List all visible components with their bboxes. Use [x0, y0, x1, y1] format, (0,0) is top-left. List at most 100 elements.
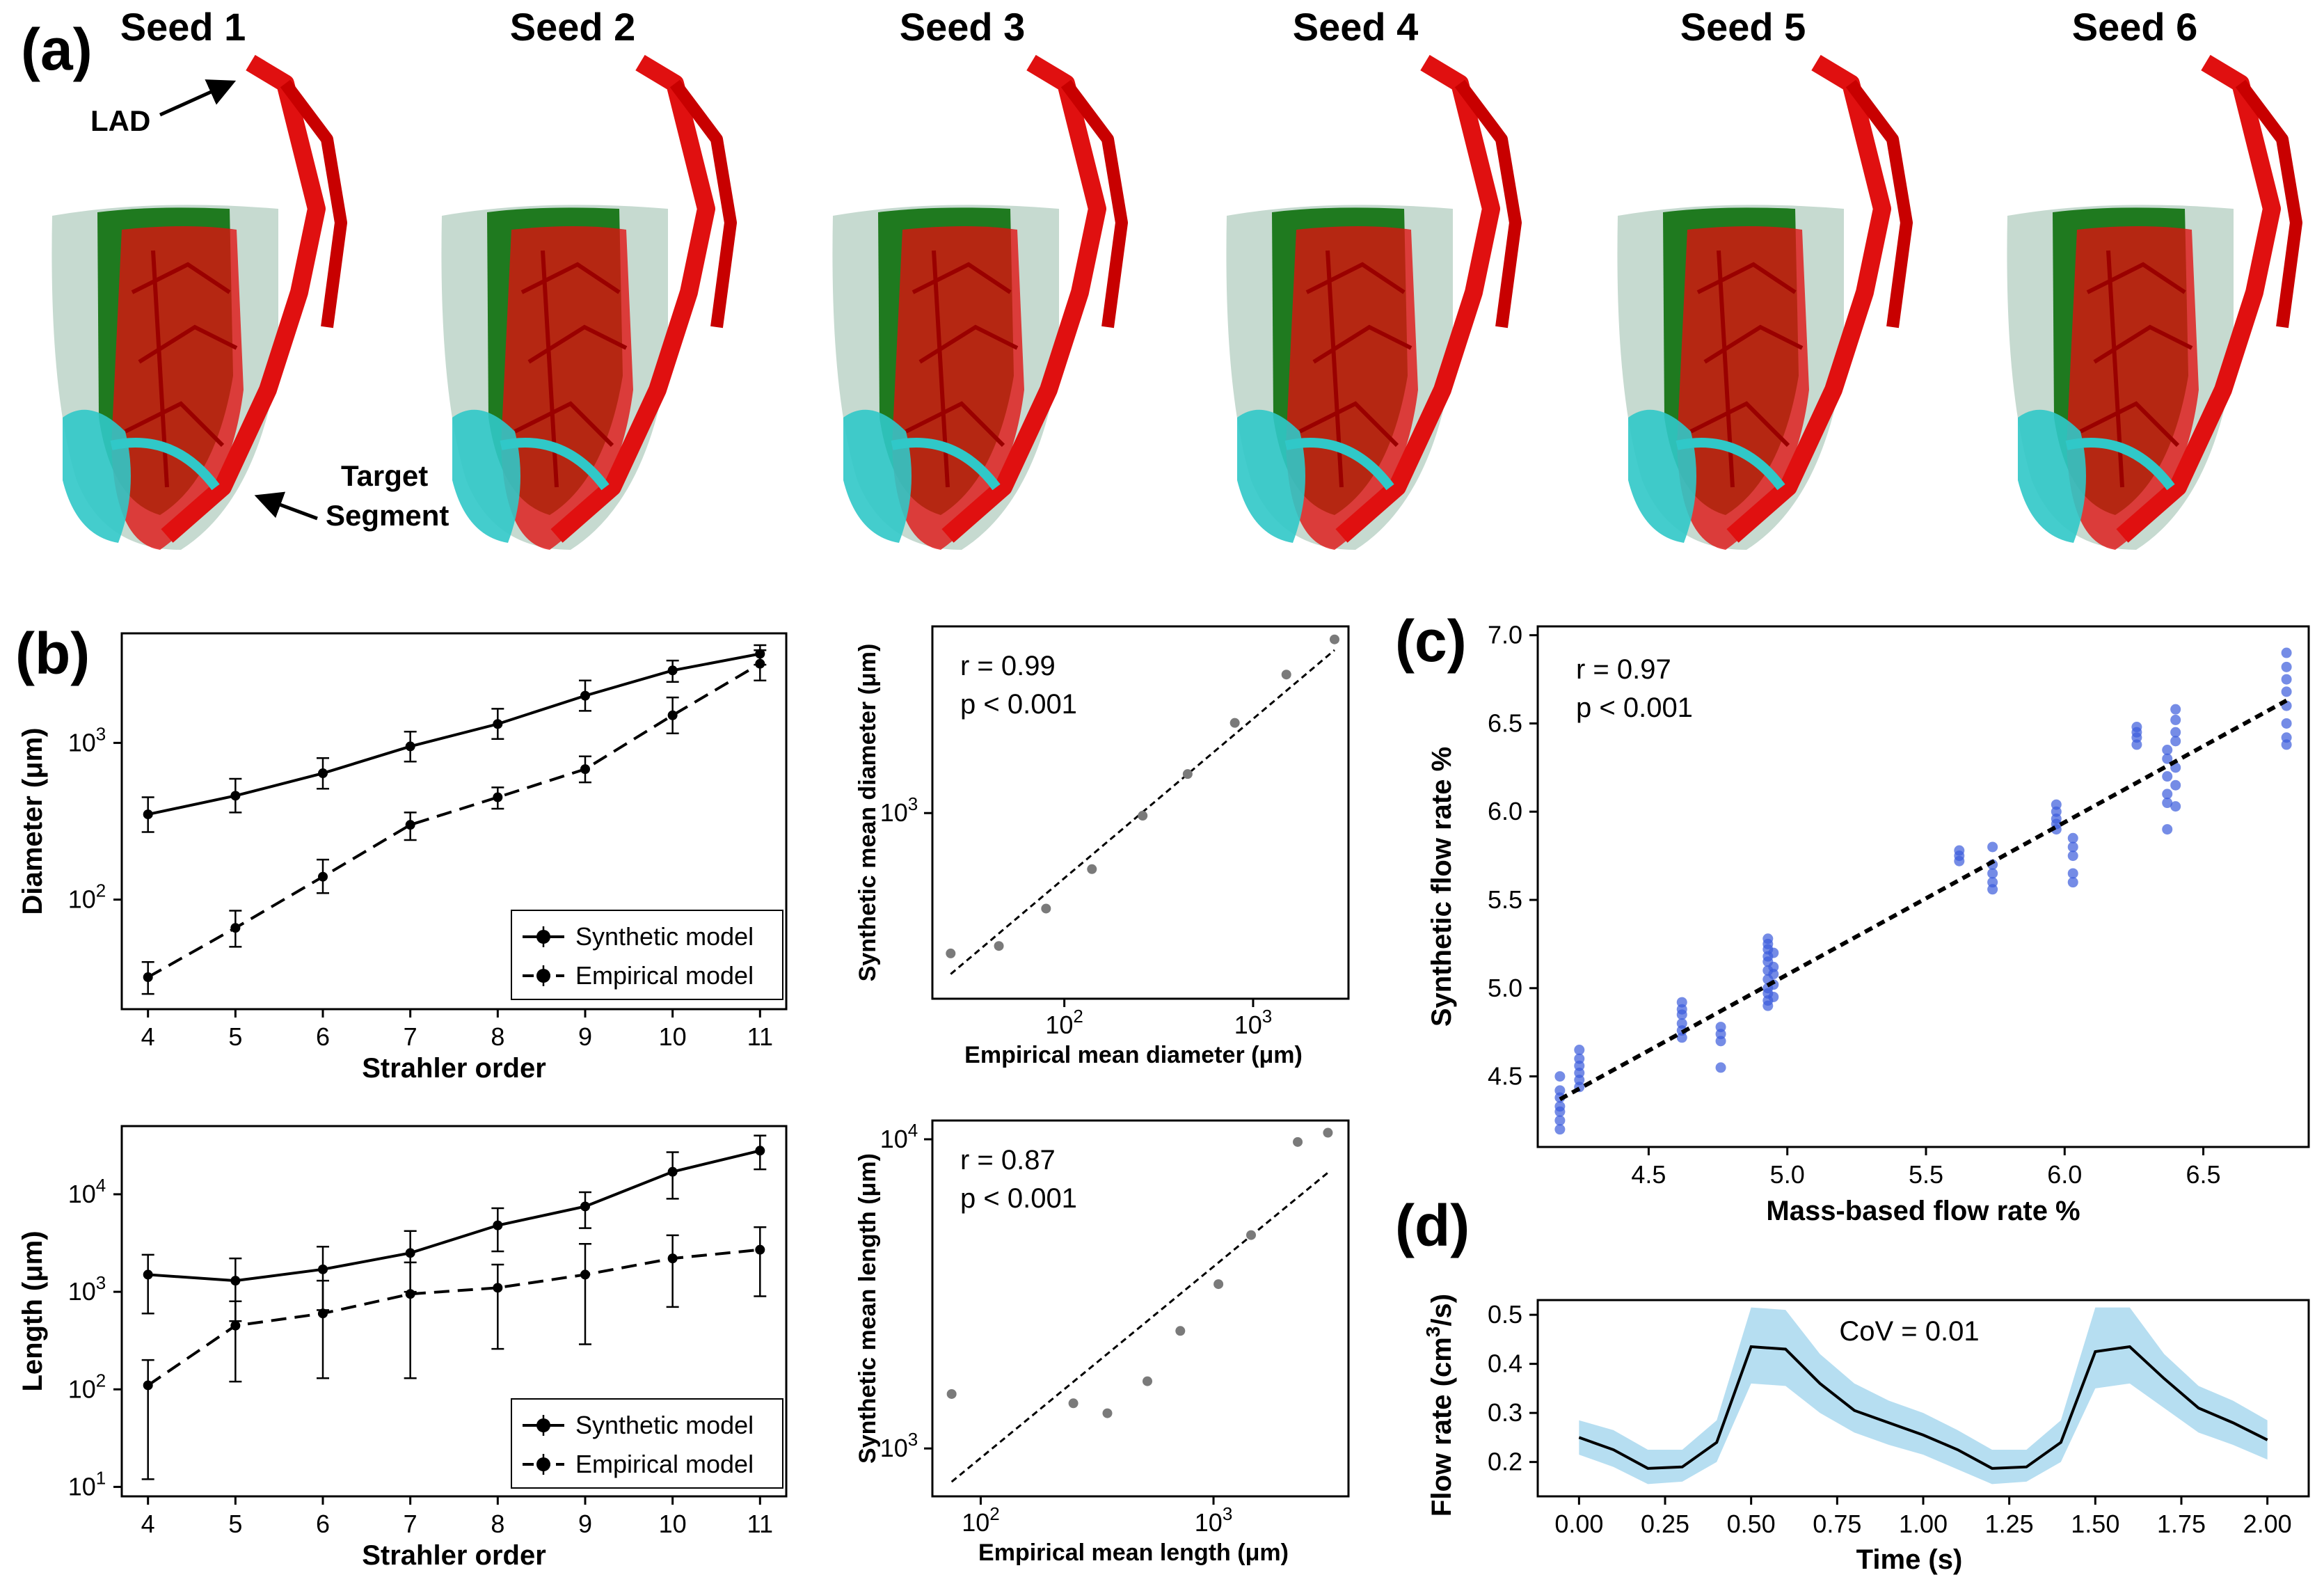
x-tick-label: 2.00: [2243, 1510, 2292, 1538]
heart-render-seed-5: [1617, 54, 1913, 550]
lad-secondary-vessel: [2235, 79, 2302, 329]
data-point: [2067, 832, 2078, 844]
data-point: [493, 1283, 503, 1293]
x-axis-label: Empirical mean diameter (μm): [964, 1042, 1303, 1068]
x-tick-label: 5: [228, 1022, 242, 1051]
panel-label-a: (a): [21, 17, 93, 82]
data-point: [667, 710, 678, 720]
y-tick-label: 103: [880, 1429, 918, 1462]
data-point: [1229, 718, 1240, 728]
data-point: [493, 792, 503, 802]
chart-diameter-vs-order: 4 5 6 7 8 9 10 11 102 103 Strahler order Diameter (…: [17, 632, 788, 1084]
lad-secondary-vessel: [1060, 79, 1128, 329]
x-tick-label: 0.00: [1554, 1510, 1603, 1538]
x-tick-label: 6.5: [2186, 1160, 2221, 1189]
data-point: [405, 741, 415, 752]
series-line-0: [148, 652, 761, 816]
y-axis-label: Synthetic mean length (μm): [854, 1153, 881, 1464]
x-tick-label: 7: [404, 1022, 417, 1051]
x-tick-label: 9: [578, 1022, 592, 1051]
legend-box: [511, 1398, 783, 1489]
data-point: [1213, 1279, 1224, 1290]
target-segment: [1284, 438, 1394, 491]
data-point: [1715, 1022, 1726, 1033]
data-point: [318, 1308, 328, 1319]
x-tick-label: 0.25: [1641, 1510, 1689, 1538]
x-tick-label: 103: [1195, 1503, 1233, 1537]
x-axis-label: Empirical mean length (μm): [978, 1539, 1289, 1566]
data-point: [580, 690, 590, 701]
plot-frame: [931, 1119, 1350, 1498]
data-point: [1323, 1127, 1333, 1138]
data-point: [1676, 1018, 1687, 1029]
lad-secondary-vessel: [1845, 79, 1913, 329]
seed-label-1: Seed 1: [120, 5, 246, 49]
x-axis-label: Mass-based flow rate %: [1766, 1196, 2080, 1226]
vessel-tree: [111, 226, 244, 550]
plot-frame: [120, 632, 788, 1011]
legend-marker-0: [536, 930, 550, 944]
legend-label-0: Synthetic model: [575, 1411, 754, 1439]
data-point: [667, 665, 678, 676]
x-tick-label: 5: [228, 1510, 242, 1538]
legend-box: [511, 910, 783, 1000]
data-point: [143, 972, 153, 983]
data-point: [1246, 1230, 1257, 1240]
x-tick-label: 6: [316, 1022, 330, 1051]
data-point: [2131, 722, 2142, 733]
chart-flow-rate-time: 0.00 0.25 0.50 0.75 1.00 1.25 1.50 1.75 2.00 0.2 0…: [1422, 1294, 2310, 1575]
data-point: [1182, 769, 1193, 779]
x-tick-label: 103: [1234, 1006, 1273, 1039]
x-tick-label: 10: [659, 1022, 687, 1051]
data-point: [2067, 841, 2078, 853]
vessel-branches: [124, 250, 238, 488]
mean-flow-line: [1578, 1345, 2268, 1470]
panel-label-c: (c): [1395, 608, 1467, 674]
y-tick-label: 6.5: [1488, 709, 1522, 737]
data-point: [755, 1146, 765, 1156]
seed-label-6: Seed 6: [2072, 5, 2198, 49]
lad-label: LAD: [90, 104, 150, 137]
y-tick-label: 103: [68, 1272, 106, 1306]
vessel-tree: [1286, 226, 1418, 550]
data-point: [2067, 850, 2078, 862]
y-tick-label: 101: [68, 1467, 106, 1501]
stat-r: r = 0.97: [1576, 654, 1671, 685]
x-tick-label: 1.50: [2071, 1510, 2119, 1538]
panel-label-d: (d): [1395, 1193, 1470, 1258]
stat-p: p < 0.001: [960, 1183, 1077, 1214]
data-point: [2067, 868, 2078, 879]
x-tick-label: 0.50: [1727, 1510, 1776, 1538]
vessel-branches: [514, 250, 628, 488]
target-segment: [110, 438, 220, 491]
y-axis-label: Length (μm): [17, 1230, 48, 1391]
y-tick-label: 6.0: [1488, 797, 1522, 825]
vessel-branches: [1689, 250, 1804, 488]
target-arrow: [254, 491, 318, 521]
y-tick-label: 0.2: [1488, 1448, 1522, 1476]
data-point: [1087, 864, 1097, 874]
data-point: [1987, 841, 1998, 853]
x-tick-label: 102: [1045, 1006, 1083, 1039]
x-tick-label: 8: [491, 1510, 504, 1538]
data-point: [1293, 1137, 1303, 1147]
data-point: [2162, 798, 2173, 809]
x-tick-label: 7: [404, 1510, 417, 1538]
fit-line: [1559, 698, 2288, 1102]
data-point: [493, 719, 503, 729]
fit-line: [950, 1171, 1329, 1483]
x-tick-label: 1.75: [2157, 1510, 2206, 1538]
data-point: [1554, 1124, 1566, 1135]
heart-render-seed-1: [51, 54, 347, 550]
data-point: [143, 809, 153, 820]
y-tick-label: 103: [68, 723, 106, 757]
x-axis-label: Time (s): [1856, 1544, 1963, 1575]
data-point: [580, 1201, 590, 1212]
data-point: [1041, 903, 1051, 914]
series-line-1: [147, 1248, 761, 1387]
data-point: [755, 658, 765, 669]
chart-length-vs-order: 4 5 6 7 8 9 10 11 101 102 103 104 Strahler order Leng…: [17, 1125, 788, 1571]
target-territory: [1628, 409, 1696, 543]
heart-render-seed-6: [2007, 54, 2302, 550]
